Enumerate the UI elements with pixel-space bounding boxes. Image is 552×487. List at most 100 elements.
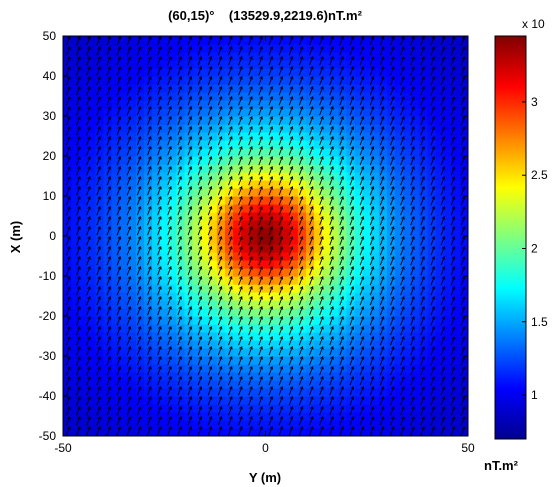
vector-arrow <box>258 406 263 416</box>
heatmap-cell <box>208 84 218 93</box>
vector-arrow <box>390 236 395 246</box>
heatmap-cell <box>135 268 145 277</box>
heatmap-cell <box>338 140 348 149</box>
vector-arrow <box>379 286 385 296</box>
vector-arrow <box>440 126 446 136</box>
vector-arrow <box>248 396 253 406</box>
heatmap-cell <box>273 100 283 109</box>
vector-arrow <box>76 326 81 336</box>
vector-arrow <box>106 96 112 106</box>
heatmap-cell <box>176 140 186 149</box>
vector-arrow <box>298 96 304 106</box>
vector-arrow <box>268 396 274 406</box>
heatmap-cell <box>144 172 153 181</box>
heatmap-cell <box>306 316 315 325</box>
heatmap-cell <box>144 276 153 285</box>
heatmap-cell <box>322 76 331 85</box>
vector-arrow <box>86 46 91 56</box>
vector-arrow <box>106 336 112 346</box>
heatmap-cell <box>354 52 364 61</box>
heatmap-cell <box>362 332 372 341</box>
heatmap-cell <box>208 244 218 253</box>
heatmap-cell <box>184 300 194 309</box>
vector-arrow <box>147 396 152 406</box>
heatmap-cell <box>225 172 234 181</box>
vector-arrow <box>309 326 314 336</box>
vector-arrow <box>187 406 193 416</box>
heatmap-cell <box>144 292 153 301</box>
heatmap-cell <box>152 292 161 301</box>
vector-arrow <box>187 106 193 116</box>
vector-arrow <box>410 136 415 146</box>
heatmap-cell <box>330 332 339 341</box>
heatmap-cell <box>257 172 267 181</box>
heatmap-cell <box>419 292 429 301</box>
heatmap-cell <box>79 68 88 77</box>
heatmap-cell <box>87 340 96 349</box>
heatmap-cell <box>395 340 404 349</box>
vector-arrow <box>339 286 344 296</box>
vector-arrow <box>116 56 122 66</box>
heatmap-cell <box>79 340 88 349</box>
heatmap-cell <box>184 116 194 125</box>
heatmap-cell <box>249 188 258 197</box>
vector-arrow <box>460 236 466 246</box>
heatmap-cell <box>87 372 96 381</box>
vector-arrow <box>420 336 425 346</box>
vector-arrow <box>288 46 294 56</box>
heatmap-cell <box>249 148 258 157</box>
heatmap-cell <box>419 52 429 61</box>
vector-arrow <box>359 276 365 286</box>
heatmap-cell <box>160 252 169 261</box>
vector-arrow <box>116 426 122 436</box>
heatmap-cell <box>241 52 250 61</box>
heatmap-cell <box>314 420 323 429</box>
vector-arrow <box>207 416 213 426</box>
vector-arrow <box>440 176 446 186</box>
heatmap-cell <box>370 228 380 237</box>
vector-arrow <box>66 396 71 406</box>
vector-arrow <box>106 186 112 196</box>
heatmap-cell <box>152 220 161 229</box>
vector-arrow <box>126 46 132 56</box>
vector-arrow <box>228 386 233 396</box>
heatmap-cell <box>459 172 468 181</box>
heatmap-cell <box>354 252 364 261</box>
vector-arrow <box>197 426 203 436</box>
heatmap-cell <box>322 420 331 429</box>
vector-arrow <box>349 296 355 306</box>
vector-arrow <box>217 366 223 376</box>
vector-arrow <box>167 176 172 186</box>
heatmap-cell <box>87 228 96 237</box>
heatmap-cell <box>451 156 461 165</box>
heatmap-cell <box>176 300 186 309</box>
vector-arrow <box>450 146 456 156</box>
vector-arrow <box>309 86 314 96</box>
vector-arrow <box>167 386 172 396</box>
vector-arrow <box>116 166 122 176</box>
vector-arrow <box>187 336 193 346</box>
vector-arrow <box>66 86 71 96</box>
vector-arrow <box>126 186 132 196</box>
vector-arrow <box>349 196 355 206</box>
vector-arrow <box>96 416 101 426</box>
heatmap-cell <box>103 76 113 85</box>
heatmap-cell <box>71 116 80 125</box>
heatmap-cell <box>306 156 315 165</box>
heatmap-cell <box>451 260 461 269</box>
vector-arrow <box>430 406 436 416</box>
heatmap-cell <box>257 268 267 277</box>
heatmap-cell <box>200 420 210 429</box>
heatmap-cell <box>152 324 161 333</box>
heatmap-cell <box>443 52 453 61</box>
vector-arrow <box>440 86 446 96</box>
heatmap-cell <box>395 300 404 309</box>
heatmap-cell <box>427 412 437 421</box>
vector-arrow <box>207 246 213 256</box>
heatmap-cell <box>176 52 186 61</box>
heatmap-cell <box>427 396 437 405</box>
heatmap-cell <box>395 156 404 165</box>
heatmap-cell <box>387 260 396 269</box>
heatmap-cell <box>176 348 186 357</box>
heatmap-cell <box>200 364 210 373</box>
